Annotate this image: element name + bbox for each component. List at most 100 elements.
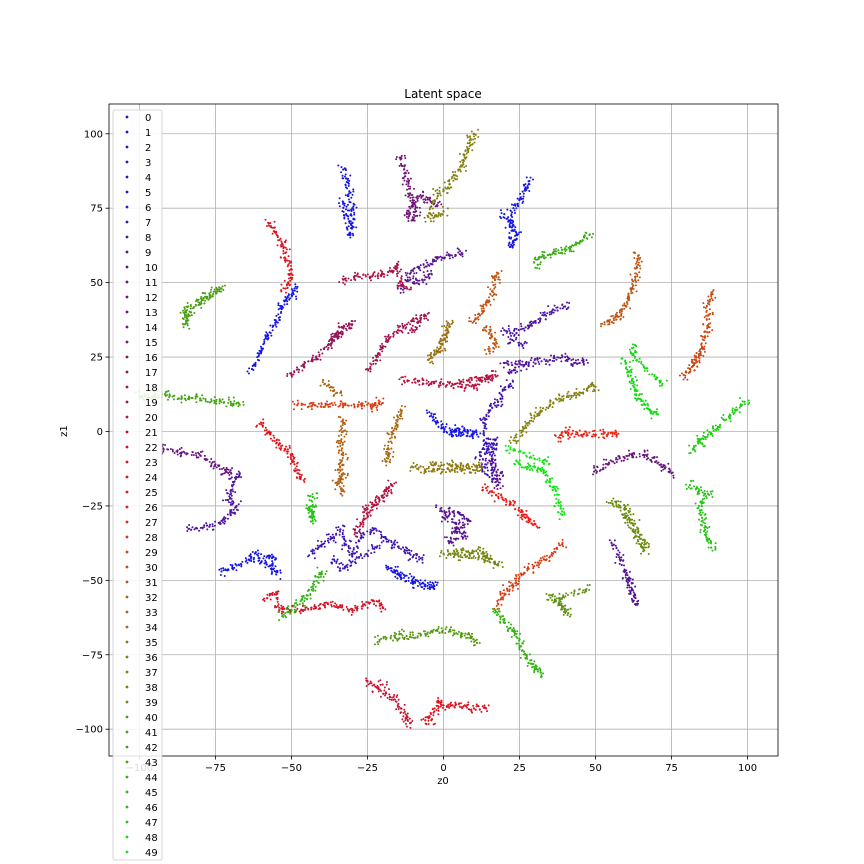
data-point — [346, 215, 349, 218]
data-point — [348, 539, 351, 542]
data-point — [358, 555, 361, 558]
data-point — [604, 466, 607, 469]
data-point — [288, 269, 291, 272]
data-point — [495, 342, 498, 345]
data-point — [370, 552, 373, 555]
data-point — [576, 431, 579, 434]
data-point — [394, 539, 397, 542]
data-point — [449, 429, 452, 432]
data-point — [620, 459, 623, 462]
data-point — [451, 464, 454, 467]
data-point — [445, 423, 448, 426]
data-point — [369, 533, 372, 536]
data-point — [530, 522, 533, 525]
data-point — [477, 312, 480, 315]
data-point — [585, 359, 588, 362]
data-point — [437, 709, 440, 712]
data-point — [571, 363, 574, 366]
data-point — [382, 345, 385, 348]
data-point — [378, 353, 381, 356]
data-point — [496, 468, 499, 471]
data-point — [297, 402, 300, 405]
data-point — [400, 330, 403, 333]
data-point — [348, 559, 351, 562]
data-point — [339, 528, 342, 531]
data-point — [293, 456, 296, 459]
data-point — [519, 328, 522, 331]
data-point — [614, 561, 617, 564]
data-point — [385, 464, 388, 467]
data-point — [419, 211, 422, 214]
data-point — [706, 324, 709, 327]
data-point — [396, 332, 399, 335]
data-point — [548, 311, 551, 314]
data-point — [505, 503, 508, 506]
data-point — [480, 307, 483, 310]
data-point — [352, 547, 355, 550]
data-point — [428, 411, 431, 414]
data-point — [413, 219, 416, 222]
data-point — [397, 260, 400, 263]
data-point — [550, 312, 553, 315]
data-point — [515, 363, 518, 366]
data-point — [385, 564, 388, 567]
data-point — [406, 718, 409, 721]
data-point — [560, 432, 563, 435]
data-point — [341, 605, 344, 608]
data-point — [330, 333, 333, 336]
data-point — [439, 213, 442, 216]
data-point — [457, 248, 460, 251]
data-point — [482, 706, 485, 709]
data-point — [400, 164, 403, 167]
data-point — [291, 453, 294, 456]
data-point — [508, 588, 511, 591]
data-point — [447, 254, 450, 257]
data-point — [288, 262, 291, 265]
data-point — [390, 447, 393, 450]
data-point — [508, 590, 511, 593]
data-point — [408, 192, 411, 195]
data-point — [500, 603, 503, 606]
data-point — [497, 345, 500, 348]
data-point — [221, 519, 224, 522]
data-point — [435, 704, 438, 707]
data-point — [525, 520, 528, 523]
data-point — [525, 341, 528, 344]
data-point — [450, 431, 453, 434]
data-point — [457, 703, 460, 706]
data-point — [278, 606, 281, 609]
data-point — [241, 560, 244, 563]
data-point — [585, 431, 588, 434]
data-point — [386, 432, 389, 435]
data-point — [392, 571, 395, 574]
data-point — [486, 489, 489, 492]
data-point — [634, 276, 637, 279]
data-point — [535, 525, 538, 528]
data-point — [515, 237, 518, 240]
data-point — [500, 329, 503, 332]
data-point — [593, 466, 596, 469]
data-point — [447, 463, 450, 466]
data-point — [492, 438, 495, 441]
data-point — [357, 400, 360, 403]
data-point — [288, 446, 291, 449]
data-point — [234, 478, 237, 481]
data-point — [495, 447, 498, 450]
data-point — [561, 539, 564, 542]
data-point — [285, 248, 288, 251]
data-point — [350, 226, 353, 229]
data-point — [284, 299, 287, 302]
data-point — [251, 550, 254, 553]
data-point — [410, 579, 413, 582]
data-point — [416, 206, 419, 209]
data-point — [460, 706, 463, 709]
data-point — [331, 337, 334, 340]
data-point — [286, 372, 289, 375]
data-point — [538, 363, 541, 366]
data-point — [391, 485, 394, 488]
data-point — [489, 443, 492, 446]
data-point — [330, 402, 333, 405]
data-point — [516, 197, 519, 200]
data-point — [457, 537, 460, 540]
data-point — [208, 460, 211, 463]
